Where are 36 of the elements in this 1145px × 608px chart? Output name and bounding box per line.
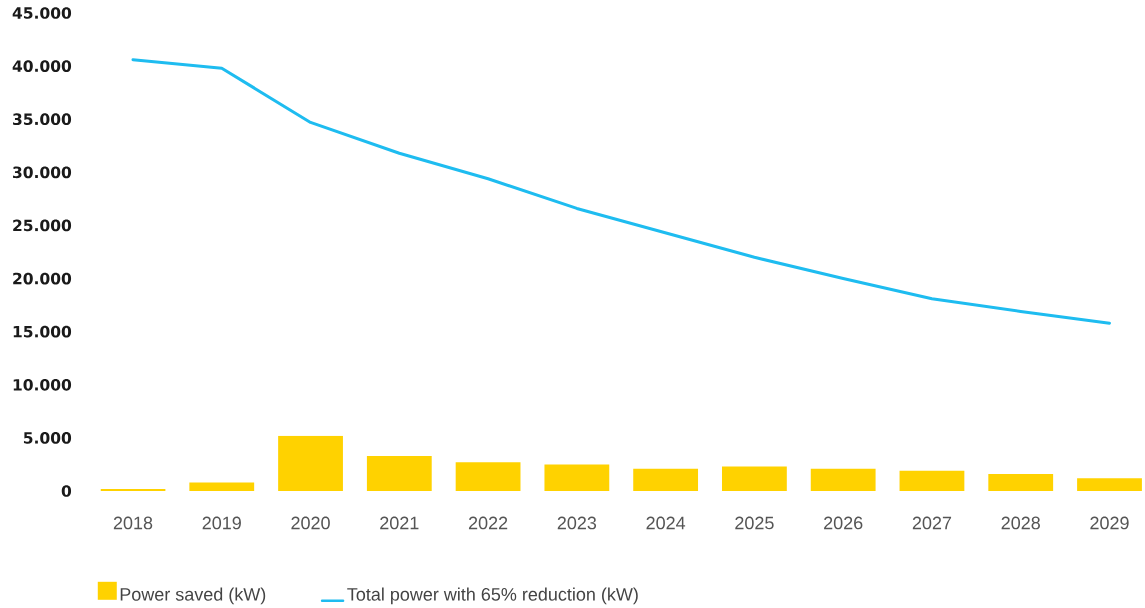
y-tick-label: 40.000 xyxy=(12,60,72,72)
bar xyxy=(366,455,432,491)
y-tick-label: 20.000 xyxy=(13,272,72,285)
y-tick-label: 15.000 xyxy=(13,325,72,338)
bar xyxy=(899,470,965,491)
x-tick-label: 2027 xyxy=(912,516,952,530)
y-tick-label: 0 xyxy=(61,485,72,497)
bar xyxy=(633,468,699,491)
y-tick-label: 45.000 xyxy=(12,7,72,19)
bar xyxy=(278,435,343,491)
y-tick-label: 25.000 xyxy=(13,219,72,232)
x-tick-label: 2022 xyxy=(468,516,508,530)
x-tick-label: 2025 xyxy=(735,516,774,530)
legend-label: Total power with 65% reduction (kW) xyxy=(347,587,638,605)
y-tick-label: 10.000 xyxy=(13,378,72,391)
bar xyxy=(722,466,787,491)
x-tick-label: 2023 xyxy=(557,516,597,530)
x-tick-label: 2018 xyxy=(113,516,153,530)
legend-label: Power saved (kW) xyxy=(120,587,266,605)
bar xyxy=(810,468,876,491)
bar xyxy=(1077,478,1142,491)
x-tick-label: 2029 xyxy=(1090,516,1129,530)
bar xyxy=(988,474,1054,491)
bar xyxy=(189,482,255,491)
y-tick-label: 35.000 xyxy=(13,113,72,126)
x-tick-label: 2028 xyxy=(1001,516,1040,530)
bar xyxy=(100,488,166,491)
y-tick-label: 30.000 xyxy=(13,166,72,179)
y-tick-label: 5.000 xyxy=(23,432,72,444)
x-tick-label: 2026 xyxy=(824,516,863,530)
bar xyxy=(544,464,610,491)
x-tick-label: 2021 xyxy=(380,516,419,530)
x-tick-label: 2020 xyxy=(291,516,330,530)
x-tick-label: 2024 xyxy=(646,516,686,530)
x-tick-label: 2019 xyxy=(202,516,241,530)
bar xyxy=(455,462,521,491)
